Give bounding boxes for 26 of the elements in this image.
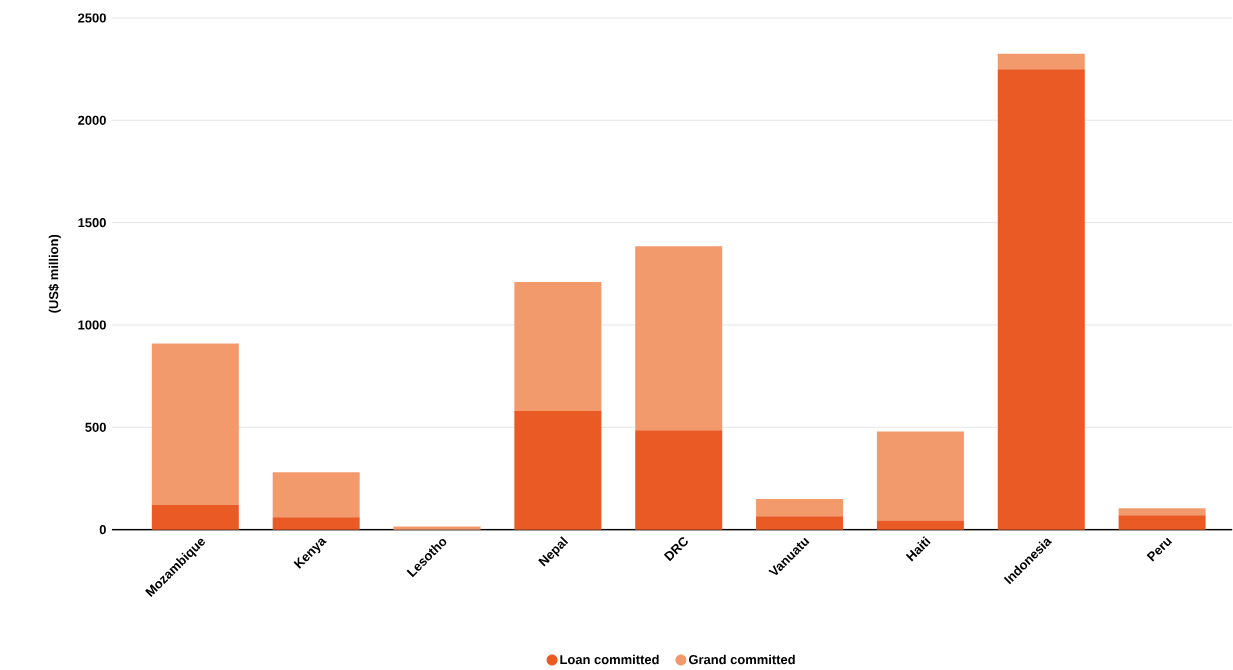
bar [393,526,481,530]
bar [635,246,723,431]
legend-label: Loan committed [560,654,659,665]
bar [272,517,360,530]
y-axis-title: (US$ million) [48,235,61,313]
bar [151,343,239,506]
bar [151,505,239,530]
bar [514,411,602,530]
bar [1118,515,1206,530]
bar [514,282,602,412]
y-tick-label: 1000 [78,320,106,330]
bar [1118,508,1206,516]
y-tick-label: 0 [99,525,106,535]
bar [876,520,964,530]
bar [997,54,1085,70]
y-tick-label: 2500 [78,13,106,23]
bar [997,69,1085,530]
legend-label: Grand committed [688,654,795,665]
bar [756,516,844,530]
y-tick-label: 2000 [78,115,106,126]
bar [756,499,844,517]
y-tick-label: 500 [85,422,106,433]
y-tick-label: 1500 [78,218,106,228]
bar [876,431,964,521]
bar [635,430,723,530]
bar [272,472,360,518]
